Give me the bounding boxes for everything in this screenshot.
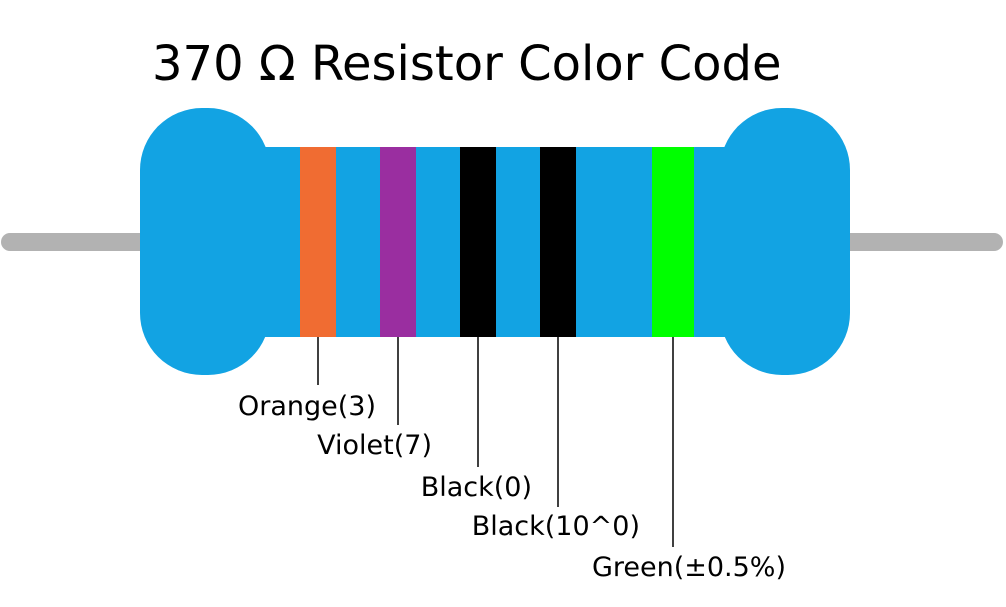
band-green xyxy=(652,147,694,337)
band-black xyxy=(460,147,496,337)
band-label: Black(0) xyxy=(421,472,532,503)
band-label: Green(±0.5%) xyxy=(592,552,786,583)
band-orange xyxy=(300,147,336,337)
right-cap xyxy=(720,108,850,375)
band-label: Violet(7) xyxy=(317,430,432,461)
band-label: Black(10^0) xyxy=(472,511,640,542)
band-black xyxy=(540,147,576,337)
title: 370 Ω Resistor Color Code xyxy=(152,36,782,92)
left-cap xyxy=(140,108,270,375)
band-label: Orange(3) xyxy=(238,391,376,422)
band-violet xyxy=(380,147,416,337)
